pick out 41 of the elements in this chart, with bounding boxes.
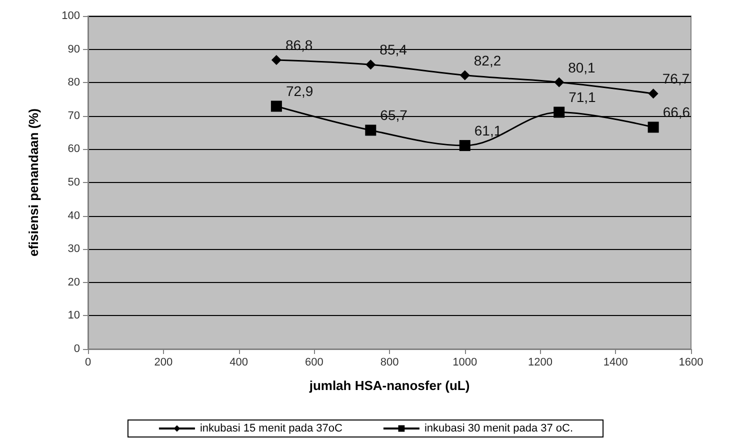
x-tick-label: 400	[230, 356, 248, 368]
y-tick-label: 0	[74, 343, 80, 355]
data-label: 61,1	[474, 122, 502, 139]
legend-label: inkubasi 15 menit pada 37oC	[200, 422, 342, 434]
x-tick-label: 0	[84, 356, 92, 368]
x-tick-label: 600	[304, 356, 324, 368]
y-tick-label: 10	[68, 310, 80, 322]
data-label: 80,1	[568, 59, 596, 76]
point	[648, 122, 659, 133]
x-tick-label: 200	[154, 356, 173, 368]
point	[271, 54, 282, 65]
point	[554, 77, 564, 88]
x-tick-label: 1200	[528, 356, 552, 368]
y-tick-label: 90	[68, 43, 80, 56]
point	[365, 124, 376, 136]
x-tick-label: 1600	[678, 356, 704, 368]
data-label: 71,1	[568, 89, 596, 106]
point	[554, 106, 565, 118]
point	[366, 60, 376, 70]
y-tick-label: 70	[68, 110, 80, 122]
y-tick-label: 30	[68, 243, 80, 256]
data-label: 66,6	[662, 104, 690, 120]
point	[270, 100, 282, 112]
point	[648, 88, 658, 99]
y-tick-label: 60	[68, 143, 80, 156]
y-tick-label: 50	[68, 176, 80, 188]
point	[460, 70, 470, 80]
x-tick-label: 1000	[452, 356, 478, 368]
point	[459, 140, 470, 152]
x-axis-title: jumlah HSA-nanosfer (uL)	[308, 378, 470, 393]
data-label: 86,8	[285, 36, 313, 53]
y-tick-label: 40	[68, 210, 80, 222]
x-tick-label: 1400	[603, 356, 628, 368]
x-tick-label: 800	[380, 356, 399, 368]
y-axis-title: efisiensi penandaan (%)	[26, 108, 41, 257]
legend-label: inkubasi 30 menit pada 37 oC.	[424, 422, 574, 434]
data-label: 72,9	[286, 83, 314, 100]
y-tick-label: 100	[62, 10, 80, 22]
data-label: 82,2	[474, 52, 502, 68]
y-tick-label: 80	[68, 76, 80, 89]
y-tick-label: 20	[68, 276, 80, 288]
